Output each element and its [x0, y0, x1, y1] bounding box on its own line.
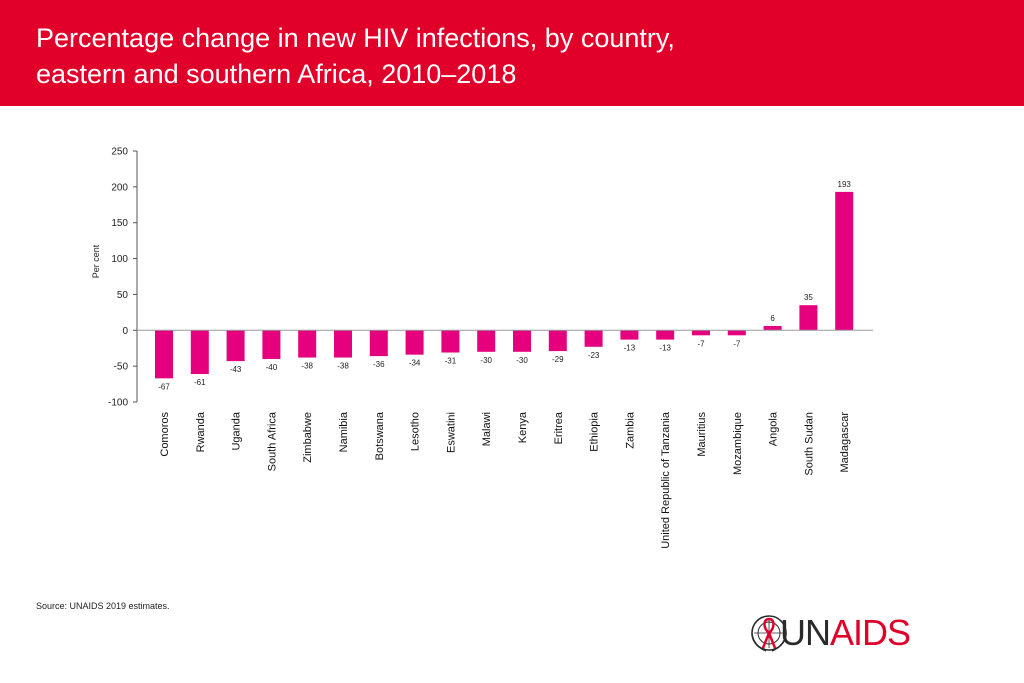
data-label: -13 — [659, 344, 671, 353]
red-ribbon-icon — [762, 617, 776, 649]
x-category-label: Comoros — [159, 412, 171, 457]
x-category-label: South Africa — [266, 411, 278, 471]
un-emblem-icon — [751, 615, 787, 652]
x-category-label: Namibia — [338, 411, 350, 452]
data-label: -34 — [409, 359, 421, 368]
x-category-label: Kenya — [517, 411, 529, 443]
data-label: -13 — [624, 344, 636, 353]
data-label: 6 — [770, 314, 775, 323]
title-line-1: Percentage change in new HIV infections,… — [36, 23, 675, 53]
bar-angola — [763, 325, 782, 331]
bar-uganda — [226, 330, 245, 362]
bar-malawi — [477, 330, 496, 352]
x-category-label: Mozambique — [732, 412, 744, 475]
title-line-2: eastern and southern Africa, 2010–2018 — [36, 59, 517, 89]
x-category-label: Rwanda — [195, 411, 207, 452]
x-category-label: Botswana — [374, 411, 386, 460]
data-label: -23 — [588, 351, 600, 360]
data-label: -30 — [480, 356, 492, 365]
x-category-label: Mauritius — [696, 412, 708, 457]
bar-kenya — [513, 330, 531, 352]
data-label: -43 — [230, 365, 242, 374]
bar-eritrea — [548, 330, 567, 352]
x-category-label: Zambia — [624, 411, 636, 449]
data-label: -30 — [516, 356, 528, 365]
title-banner: Percentage change in new HIV infections,… — [0, 0, 1024, 106]
data-label: -61 — [194, 378, 206, 387]
bar-zimbabwe — [298, 330, 317, 358]
data-label: -38 — [337, 362, 349, 371]
source-note: Source: UNAIDS 2019 estimates. — [36, 601, 170, 611]
unaids-logo: UNAIDS — [748, 610, 948, 656]
bar-rwanda — [190, 330, 209, 375]
data-label: -40 — [266, 363, 278, 372]
y-tick-label: 200 — [111, 182, 128, 193]
x-category-label: Eritrea — [553, 411, 565, 444]
data-label: -38 — [301, 362, 313, 371]
x-category-label: Ethiopia — [589, 411, 601, 452]
x-category-label: Uganda — [231, 411, 243, 450]
logo-aids-text: AIDS — [830, 612, 911, 653]
data-label: -67 — [158, 382, 170, 391]
x-category-label: Zimbabwe — [302, 412, 314, 463]
y-tick-label: -50 — [114, 362, 129, 373]
bar-chart: 250 200 150 100 50 0 -50 -100 Per cent -67 -61 -43 -… — [91, 147, 873, 549]
bar-south-sudan — [799, 305, 818, 331]
x-category-label: Malawi — [481, 412, 493, 446]
x-category-label: Eswatini — [445, 412, 457, 453]
y-tick-label: 150 — [111, 218, 128, 229]
y-tick-label: 0 — [122, 326, 128, 337]
x-category-label: Lesotho — [410, 412, 422, 451]
y-axis-title: Per cent — [91, 244, 101, 278]
bar-botswana — [369, 330, 388, 357]
bar-eswatini — [441, 330, 460, 353]
x-category-label: Madagascar — [839, 412, 851, 473]
x-category-label: South Sudan — [803, 412, 815, 476]
logo-wordmark: UNAIDS — [780, 612, 911, 653]
page-title: Percentage change in new HIV infections,… — [36, 20, 675, 92]
bar-united-republic-of-tanzania — [656, 330, 675, 340]
y-tick-label: -100 — [108, 398, 128, 409]
data-label: -29 — [552, 355, 564, 364]
data-label: 193 — [838, 180, 852, 189]
y-tick-label: 100 — [111, 254, 128, 265]
data-label: -36 — [373, 360, 385, 369]
x-category-label: Angola — [768, 411, 780, 446]
data-label: -31 — [445, 357, 457, 366]
y-tick-label: 50 — [117, 290, 129, 301]
bar-comoros — [155, 330, 173, 379]
data-label: -7 — [733, 339, 741, 348]
data-label: -7 — [697, 339, 705, 348]
data-label: 35 — [804, 293, 813, 302]
bar-south-africa — [262, 330, 281, 359]
bar-madagascar — [835, 191, 854, 331]
bar-zambia — [620, 330, 639, 340]
bar-lesotho — [405, 330, 424, 355]
bar-mozambique — [727, 330, 746, 336]
bar-mauritius — [692, 330, 710, 336]
bar-ethiopia — [584, 330, 603, 347]
bar-namibia — [334, 330, 352, 358]
logo-un-text: UN — [780, 612, 831, 653]
x-category-label: United Republic of Tanzania — [660, 411, 672, 549]
y-tick-label: 250 — [111, 147, 128, 158]
